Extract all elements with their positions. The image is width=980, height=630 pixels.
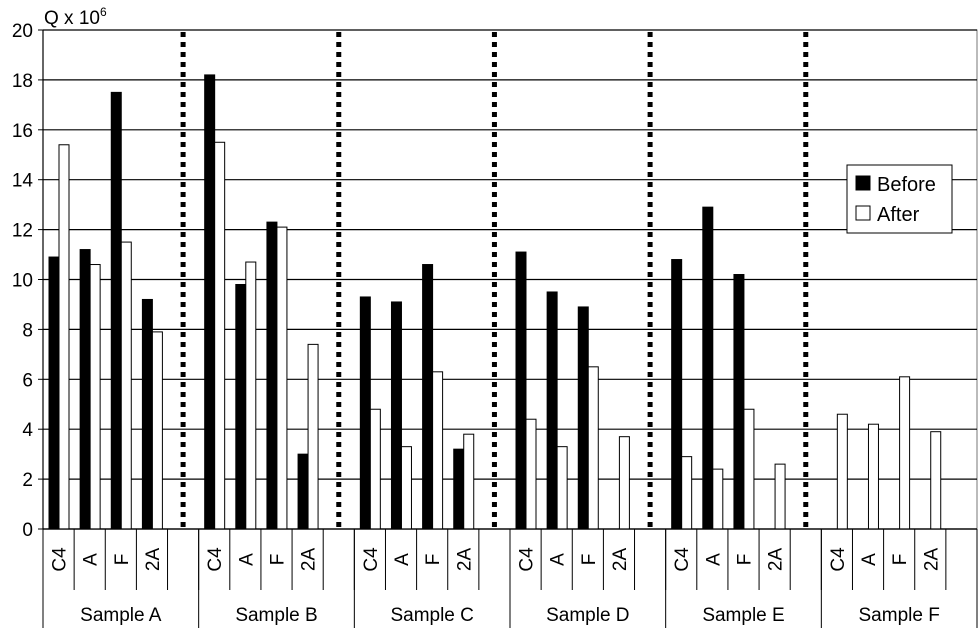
bar-before — [204, 74, 216, 530]
bar-after — [836, 413, 848, 530]
bar-before — [671, 259, 683, 530]
x-category-label: C4 — [672, 547, 693, 572]
bar-before — [546, 291, 558, 530]
y-tick-label: 12 — [12, 221, 33, 242]
bar-after — [587, 366, 599, 530]
x-group-label: Sample C — [390, 605, 473, 626]
bar-after — [930, 431, 942, 530]
bar-after — [151, 331, 163, 530]
y-tick-label: 2 — [22, 470, 33, 491]
x-category-label: C4 — [50, 547, 71, 572]
bar-after — [712, 468, 724, 530]
x-category-label: F — [579, 554, 600, 566]
x-category-label: F — [112, 554, 133, 566]
legend: Before After — [846, 164, 953, 234]
y-tick-label: 6 — [22, 370, 33, 391]
y-tick-label: 10 — [12, 271, 33, 292]
x-category-label: C4 — [828, 547, 849, 572]
x-group-label: Sample A — [80, 605, 162, 626]
legend-swatch — [855, 205, 871, 221]
x-group-label: Sample B — [235, 605, 317, 626]
bar-after — [214, 141, 226, 530]
x-group-label: Sample E — [702, 605, 784, 626]
x-category-label: A — [859, 553, 880, 566]
bar-before — [733, 274, 745, 530]
x-category-label: 2A — [921, 548, 942, 572]
bar-before — [453, 448, 465, 530]
x-category-label: F — [735, 554, 756, 566]
x-category-label: A — [236, 553, 257, 566]
bar-after — [307, 343, 319, 530]
bar-after — [245, 261, 257, 530]
x-group-label: Sample D — [546, 605, 629, 626]
y-unit-exponent: 6 — [100, 5, 107, 19]
x-category-label: A — [548, 553, 569, 566]
bar-before — [422, 264, 434, 530]
x-category-label: 2A — [143, 548, 164, 572]
x-category-label: 2A — [610, 548, 631, 572]
x-group-label: Sample F — [859, 605, 940, 626]
y-tick-label: 0 — [22, 520, 33, 541]
legend-label: Before — [877, 174, 936, 196]
bar-after — [774, 463, 786, 530]
bar-after — [681, 456, 693, 530]
x-category-label: A — [392, 553, 413, 566]
bars — [48, 74, 942, 530]
y-tick-label: 18 — [12, 71, 33, 92]
bar-after — [525, 418, 537, 530]
bar-before — [141, 298, 153, 530]
bar-before — [515, 251, 527, 530]
bar-after — [58, 144, 70, 530]
x-category-label: A — [703, 553, 724, 566]
bar-before — [702, 206, 714, 530]
x-category-label: 2A — [299, 548, 320, 572]
bar-after — [276, 226, 288, 530]
x-category-label: C4 — [205, 547, 226, 572]
x-category-label: C4 — [361, 547, 382, 572]
bar-before — [266, 221, 278, 530]
y-tick-label: 8 — [22, 320, 33, 341]
bar-after — [618, 436, 630, 530]
legend-label: After — [877, 204, 920, 226]
x-category-label: 2A — [454, 548, 475, 572]
bar-after — [120, 241, 132, 530]
y-tick-label: 14 — [12, 171, 34, 192]
x-category-label: F — [268, 554, 289, 566]
bar-before — [235, 283, 247, 530]
bar-after — [899, 376, 911, 530]
x-category-label: F — [890, 554, 911, 566]
group-separators — [180, 32, 809, 529]
bar-before — [297, 453, 309, 530]
bar-after — [463, 433, 475, 530]
y-tick-label: 4 — [22, 420, 33, 441]
y-axis-unit-label: Q x 106 — [44, 5, 107, 29]
bar-before — [48, 256, 60, 530]
y-unit-base: Q x 10 — [44, 8, 100, 29]
x-category-label: C4 — [517, 547, 538, 572]
bar-after — [432, 371, 444, 530]
x-category-label: 2A — [766, 548, 787, 572]
y-tick-label: 16 — [12, 121, 33, 142]
bar-before — [577, 306, 589, 530]
bar-after — [556, 446, 568, 530]
y-tick-label: 20 — [12, 21, 33, 42]
bar-before — [79, 249, 91, 530]
bar-before — [390, 301, 402, 530]
bar-before — [359, 296, 371, 530]
bar-after — [867, 423, 879, 530]
legend-swatch — [855, 175, 871, 191]
bar-after — [400, 446, 412, 530]
bar-after — [369, 408, 381, 530]
x-category-label: F — [423, 554, 444, 566]
bar-after — [89, 264, 101, 530]
bar-before — [110, 91, 122, 530]
x-category-label: A — [81, 553, 102, 566]
y-axis: 0 2 4 6 8 10 12 14 16 18 20 — [12, 21, 44, 541]
bar-after — [743, 408, 755, 530]
